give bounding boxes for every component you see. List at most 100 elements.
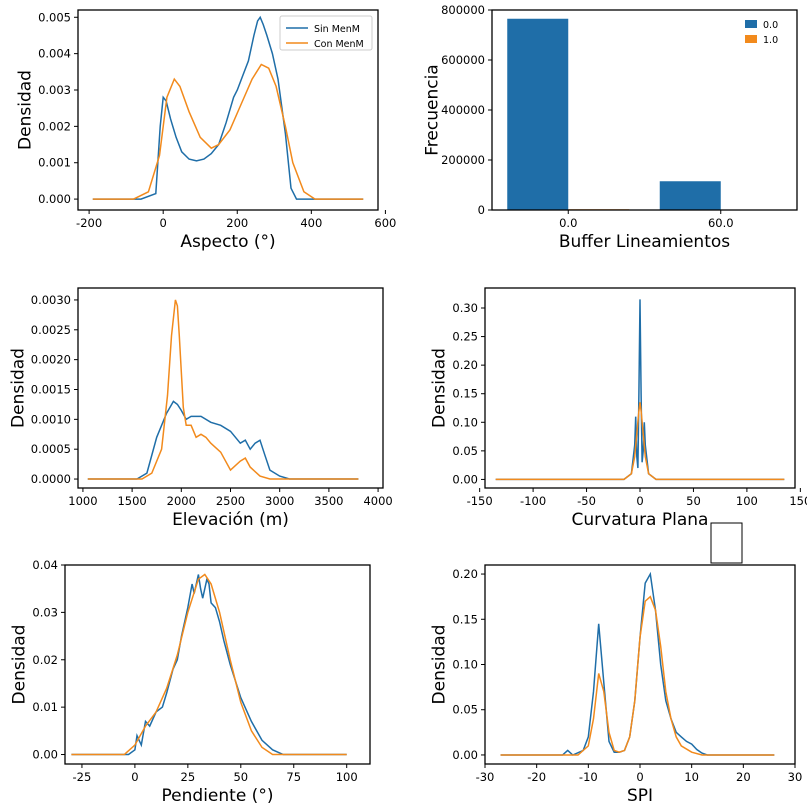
y-tick-label: 0.25	[452, 330, 478, 344]
x-tick-label: 0.0	[559, 216, 577, 230]
series-line-sin-menm	[71, 574, 347, 756]
series-line-con-menm	[92, 63, 364, 200]
x-tick-label: 3000	[265, 494, 294, 508]
bar-0.0-60.0	[659, 181, 721, 210]
y-tick-label: 0.000	[38, 192, 71, 206]
chart-6: -30 -20 -10 0 10 20 30 0.00 0.05 0.10 0.15 0.20 SPI D…	[430, 564, 803, 806]
series-line-con-menm	[87, 299, 359, 480]
legend-swatch	[745, 20, 757, 28]
x-tick-label: -200	[76, 216, 102, 230]
y-tick-label: 0.0030	[31, 293, 71, 307]
y-tick-label: 0.0000	[31, 472, 71, 486]
legend-label: Sin MenM	[314, 24, 360, 35]
x-tick-label: 50	[233, 770, 248, 784]
stray-empty-box	[710, 522, 743, 564]
series-line-con-menm	[500, 595, 775, 756]
y-tick-label: 800000	[441, 3, 485, 17]
y-tick-label: 0.003	[38, 83, 71, 97]
x-tick-label: 100	[336, 770, 358, 784]
legend-label: 1.0	[763, 35, 778, 46]
axes-frame	[77, 287, 384, 489]
x-tick-label: 75	[286, 770, 301, 784]
y-tick-label: 0.00	[452, 748, 478, 762]
series-line-con-menm	[71, 573, 347, 756]
x-tick-label: -25	[73, 770, 92, 784]
chart-4: -150 -100 -50 0 50 100 150 0.00 0.05 0.10 0.15 0.20…	[430, 287, 807, 530]
x-tick-label: 400	[300, 216, 322, 230]
y-tick-label: 600000	[441, 53, 485, 67]
legend-label: 0.0	[763, 20, 778, 31]
x-tick-label: 25	[181, 770, 196, 784]
x-tick-label: 20	[736, 770, 751, 784]
x-tick-label: 600	[374, 216, 396, 230]
x-axis-label: Buffer Lineamientos	[559, 232, 730, 252]
x-tick-label: -50	[577, 494, 596, 508]
x-tick-label: -100	[520, 494, 546, 508]
y-tick-label: 0.05	[452, 703, 478, 717]
axes-frame	[64, 564, 371, 765]
series-line-sin-menm	[495, 299, 785, 481]
x-tick-label: 10	[684, 770, 699, 784]
axes-frame	[484, 564, 796, 765]
x-tick-label: 2000	[167, 494, 196, 508]
y-tick-label: 0.0005	[31, 442, 71, 456]
y-axis-label: Frecuencia	[422, 64, 442, 155]
y-tick-label: 0.05	[452, 444, 478, 458]
y-tick-label: 400000	[441, 103, 485, 117]
y-tick-label: 0.0015	[31, 382, 71, 396]
y-tick-label: 0	[478, 203, 485, 217]
bar-0.0-0.0	[507, 18, 569, 210]
x-tick-label: 0	[131, 770, 138, 784]
y-axis-label: Densidad	[10, 625, 30, 705]
series-line-sin-menm	[87, 400, 359, 480]
chart-2: 0.0 60.0 0 200000 400000 600000 800000 Buffer L…	[422, 3, 798, 252]
x-axis-label: Aspecto (°)	[180, 232, 275, 252]
y-tick-label: 0.0025	[31, 323, 71, 337]
y-axis-label: Densidad	[430, 348, 450, 428]
x-tick-label: 30	[788, 770, 803, 784]
y-tick-label: 0.005	[38, 10, 71, 24]
y-tick-label: 0.00	[32, 748, 58, 762]
y-tick-label: 0.0010	[31, 412, 71, 426]
x-tick-label: 0	[636, 770, 643, 784]
axes-frame	[77, 9, 379, 211]
chart-3: 1000 1500 2000 2500 3000 3500 4000 0.0000 0.0005…	[8, 287, 393, 530]
legend: Sin MenM Con MenM	[279, 15, 373, 51]
y-axis-label: Densidad	[8, 348, 28, 428]
y-tick-label: 200000	[441, 153, 485, 167]
chart-5: -25 0 25 50 75 100 0.00 0.01 0.02 0.03 0.04 Pendien…	[10, 558, 371, 806]
legend-label: Con MenM	[314, 39, 364, 50]
x-axis-label: SPI	[627, 786, 653, 806]
y-tick-label: 0.20	[452, 358, 478, 372]
x-tick-label: -150	[467, 494, 493, 508]
x-tick-label: 60.0	[708, 216, 734, 230]
y-tick-label: 0.00	[452, 472, 478, 486]
x-axis-label: Elevación (m)	[172, 510, 289, 530]
y-tick-label: 0.30	[452, 301, 478, 315]
x-tick-label: 2500	[216, 494, 245, 508]
y-axis-label: Densidad	[430, 625, 450, 705]
y-tick-label: 0.002	[38, 119, 71, 133]
series-line-con-menm	[495, 402, 785, 481]
y-tick-label: 0.0020	[31, 353, 71, 367]
y-tick-label: 0.10	[452, 658, 478, 672]
y-tick-label: 0.01	[32, 700, 58, 714]
y-tick-label: 0.15	[452, 612, 478, 626]
y-axis-label: Densidad	[16, 70, 36, 150]
x-tick-label: 150	[789, 494, 807, 508]
x-tick-label: 200	[226, 216, 248, 230]
x-tick-label: 4000	[363, 494, 392, 508]
x-tick-label: 1000	[68, 494, 97, 508]
x-axis-label: Pendiente (°)	[162, 786, 274, 806]
x-tick-label: 50	[686, 494, 701, 508]
y-tick-label: 0.03	[32, 605, 58, 619]
x-tick-label: -20	[527, 770, 546, 784]
y-tick-label: 0.001	[38, 156, 71, 170]
legend-swatch	[745, 35, 757, 43]
y-tick-label: 0.20	[452, 567, 478, 581]
x-axis-label: Curvatura Plana	[572, 510, 709, 530]
y-tick-label: 0.004	[38, 47, 71, 61]
legend-box	[279, 15, 373, 51]
y-tick-label: 0.10	[452, 415, 478, 429]
